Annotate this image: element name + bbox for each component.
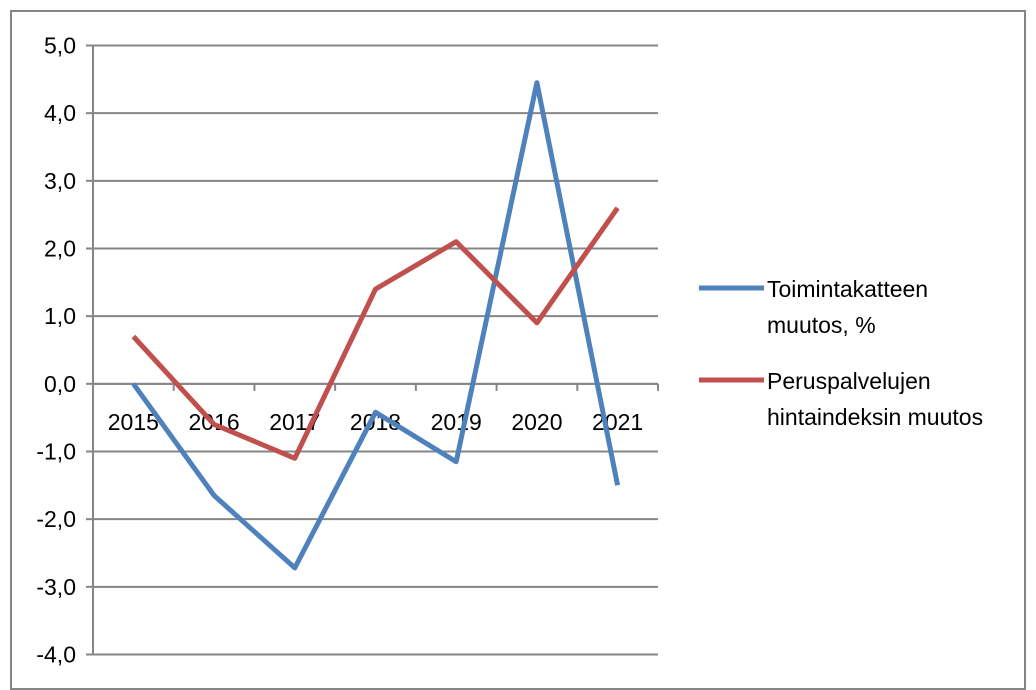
y-tick-label: 5,0 — [44, 33, 76, 59]
y-tick-label: -3,0 — [36, 574, 76, 600]
series-line-2 — [131, 206, 620, 461]
y-tick-label: 0,0 — [44, 371, 76, 397]
y-tick-label: -2,0 — [36, 506, 76, 532]
y-tick-label: 2,0 — [44, 236, 76, 262]
y-axis: -4,0 -3,0 -2,0 -1,0 0,0 1,0 2,0 3,0 4,0 5,0 — [36, 33, 94, 668]
x-tick-label: 2019 — [431, 409, 482, 435]
x-axis: 2015 2016 2017 2018 2019 2020 2021 — [92, 382, 659, 435]
series-layer — [131, 80, 621, 571]
legend-label-1: Toimintakatteen — [767, 276, 928, 302]
series-line-1 — [131, 80, 621, 571]
y-tick-label: 4,0 — [44, 100, 76, 126]
x-tick-label: 2015 — [108, 409, 159, 435]
x-tick-label: 2020 — [511, 409, 562, 435]
x-tick-label: 2021 — [592, 409, 643, 435]
legend-label-2: hintaindeksin muutos — [767, 404, 983, 430]
y-tick-label: -4,0 — [36, 642, 76, 668]
y-tick-label: 3,0 — [44, 168, 76, 194]
y-tick-label: 1,0 — [44, 303, 76, 329]
y-tick-label: -1,0 — [36, 439, 76, 465]
gridlines — [93, 44, 658, 656]
chart-frame — [10, 10, 1026, 690]
legend-label-1: muutos, % — [767, 312, 876, 338]
legend: Toimintakatteen muutos, % Peruspalvelujen h… — [699, 276, 983, 430]
legend-label-2: Peruspalvelujen — [767, 368, 931, 394]
